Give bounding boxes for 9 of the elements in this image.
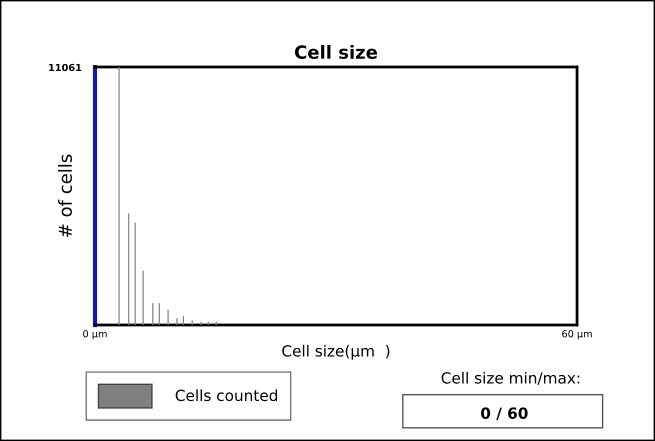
chart-title: Cell size <box>294 44 378 59</box>
x-tick-label: 60 µm <box>562 330 592 340</box>
text: Cell size min/max: <box>442 372 580 385</box>
text: 11061 <box>49 64 82 72</box>
legend-label: Cells counted <box>176 389 278 402</box>
x-axis-title: Cell size(µm ) <box>282 344 390 360</box>
x-tick-label: 0 µm <box>83 330 107 340</box>
text: 0 / 60 <box>481 407 528 420</box>
y-axis-title: # of cells <box>58 154 72 237</box>
